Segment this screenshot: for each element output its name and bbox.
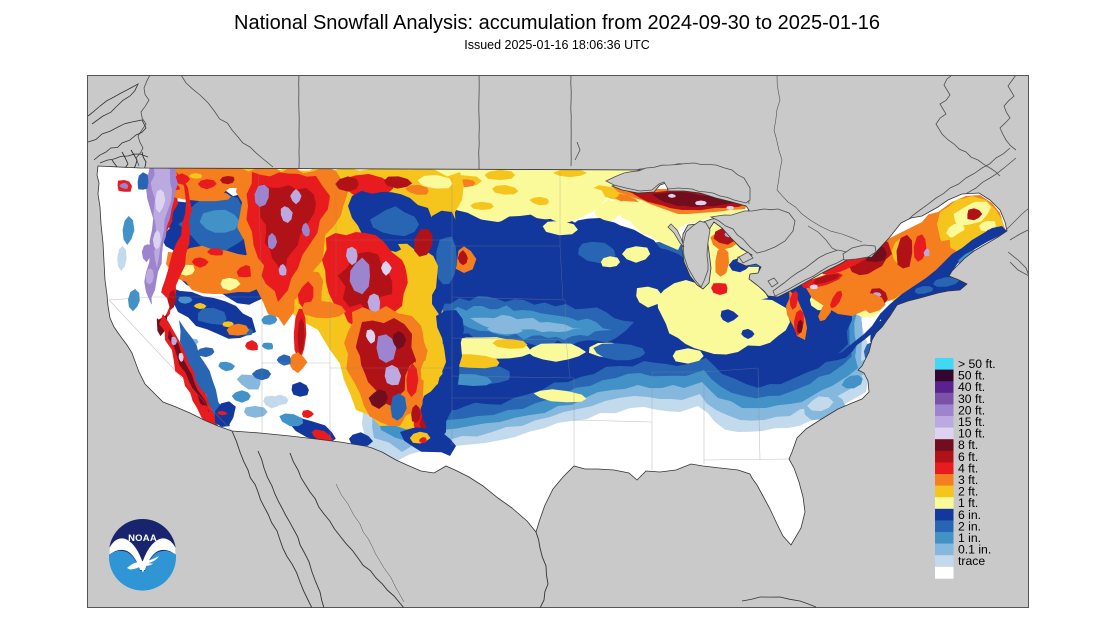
svg-text:40 ft.: 40 ft. bbox=[958, 380, 985, 394]
svg-text:0.1 in.: 0.1 in. bbox=[958, 543, 991, 557]
svg-text:trace: trace bbox=[958, 554, 985, 568]
svg-text:15 ft.: 15 ft. bbox=[958, 415, 985, 429]
svg-text:2 in.: 2 in. bbox=[958, 519, 981, 533]
svg-text:8 ft.: 8 ft. bbox=[958, 438, 978, 452]
svg-text:1 ft.: 1 ft. bbox=[958, 496, 978, 510]
svg-text:NOAA: NOAA bbox=[128, 533, 157, 544]
svg-text:> 50 ft.: > 50 ft. bbox=[958, 357, 996, 371]
svg-text:50 ft.: 50 ft. bbox=[958, 369, 985, 383]
svg-text:3 ft.: 3 ft. bbox=[958, 473, 978, 487]
svg-text:30 ft.: 30 ft. bbox=[958, 392, 985, 406]
svg-text:10 ft.: 10 ft. bbox=[958, 427, 985, 441]
svg-text:4 ft.: 4 ft. bbox=[958, 461, 978, 475]
svg-text:20 ft.: 20 ft. bbox=[958, 403, 985, 417]
svg-text:2 ft.: 2 ft. bbox=[958, 485, 978, 499]
svg-text:1 in.: 1 in. bbox=[958, 531, 981, 545]
svg-text:6 ft.: 6 ft. bbox=[958, 450, 978, 464]
svg-text:6 in.: 6 in. bbox=[958, 508, 981, 522]
